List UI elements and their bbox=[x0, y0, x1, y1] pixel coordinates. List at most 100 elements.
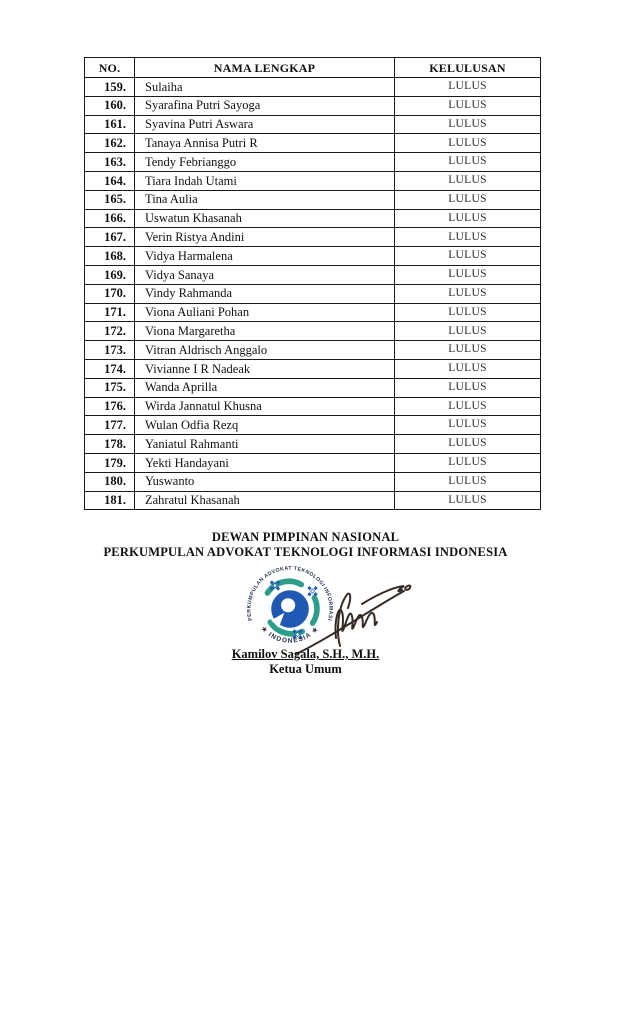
row-name: Vidya Harmalena bbox=[134, 246, 395, 266]
row-name: Tendy Febrianggo bbox=[134, 152, 395, 172]
row-status: LULUS bbox=[394, 152, 541, 172]
row-status: LULUS bbox=[394, 415, 541, 436]
table-header-row: NO. NAMA LENGKAP KELULUSAN bbox=[84, 57, 541, 78]
table-row: 180. Yuswanto LULUS bbox=[84, 471, 541, 492]
row-name: Wirda Jannatul Khusna bbox=[134, 396, 395, 417]
row-number: 175. bbox=[84, 377, 135, 398]
signer-title: Ketua Umum bbox=[269, 662, 342, 676]
row-status: LULUS bbox=[394, 77, 541, 97]
table-row: 165. Tina Aulia LULUS bbox=[84, 189, 541, 210]
table-row: 167. Verin Ristya Andini LULUS bbox=[84, 227, 541, 248]
table-row: 173. Vitran Aldrisch Anggalo LULUS bbox=[84, 340, 541, 360]
row-status: LULUS bbox=[394, 208, 541, 229]
org-title-line1: DEWAN PIMPINAN NASIONAL bbox=[211, 530, 400, 544]
row-name: Wanda Aprilla bbox=[134, 377, 395, 398]
row-number: 167. bbox=[84, 227, 135, 248]
row-name: Syavina Putri Aswara bbox=[134, 114, 395, 135]
table-row: 160. Syarafina Putri Sayoga LULUS bbox=[84, 95, 541, 116]
row-number: 160. bbox=[84, 95, 135, 116]
org-title-line2: PERKUMPULAN ADVOKAT TEKNOLOGI INFORMASI … bbox=[103, 545, 508, 559]
signer-name: Kamilov Sagala, S.H., M.H. bbox=[231, 647, 380, 661]
table-row: 164. Tiara Indah Utami LULUS bbox=[84, 170, 541, 191]
table-row: 170. Vindy Rahmanda LULUS bbox=[84, 283, 541, 304]
organization-seal: PERKUMPULAN ADVOKAT TEKNOLOGI INFORMASI … bbox=[243, 562, 337, 656]
row-name: Yuswanto bbox=[134, 471, 395, 492]
row-number: 178. bbox=[84, 434, 135, 454]
row-status: LULUS bbox=[394, 452, 541, 473]
row-status: LULUS bbox=[394, 302, 541, 323]
row-number: 159. bbox=[84, 77, 135, 97]
row-number: 170. bbox=[84, 283, 135, 304]
results-table: NO. NAMA LENGKAP KELULUSAN 159. Sulaiha … bbox=[84, 57, 541, 511]
row-number: 179. bbox=[84, 452, 135, 473]
table-row: 178. Yaniatul Rahmanti LULUS bbox=[84, 434, 541, 454]
table-row: 171. Viona Auliani Pohan LULUS bbox=[84, 302, 541, 323]
row-number: 169. bbox=[84, 264, 135, 285]
row-number: 163. bbox=[84, 152, 135, 172]
header-name: NAMA LENGKAP bbox=[134, 57, 395, 78]
row-name: Viona Auliani Pohan bbox=[134, 302, 395, 323]
row-name: Vindy Rahmanda bbox=[134, 283, 395, 304]
table-row: 161. Syavina Putri Aswara LULUS bbox=[84, 114, 541, 135]
row-status: LULUS bbox=[394, 471, 541, 492]
row-name: Tina Aulia bbox=[134, 189, 395, 210]
row-status: LULUS bbox=[394, 95, 541, 116]
row-status: LULUS bbox=[394, 396, 541, 417]
table-row: 168. Vidya Harmalena LULUS bbox=[84, 246, 541, 266]
row-number: 171. bbox=[84, 302, 135, 323]
table-row: 176. Wirda Jannatul Khusna LULUS bbox=[84, 396, 541, 417]
row-status: LULUS bbox=[394, 170, 541, 191]
row-status: LULUS bbox=[394, 490, 541, 511]
row-name: Vidya Sanaya bbox=[134, 264, 395, 285]
row-name: Yaniatul Rahmanti bbox=[134, 434, 395, 454]
row-name: Yekti Handayani bbox=[134, 452, 395, 473]
header-kelulusan: KELULUSAN bbox=[394, 57, 541, 78]
table-row: 172. Viona Margaretha LULUS bbox=[84, 321, 541, 342]
row-number: 177. bbox=[84, 415, 135, 436]
table-row: 169. Vidya Sanaya LULUS bbox=[84, 264, 541, 285]
table-row: 175. Wanda Aprilla LULUS bbox=[84, 377, 541, 398]
row-status: LULUS bbox=[394, 340, 541, 360]
row-name: Vitran Aldrisch Anggalo bbox=[134, 340, 395, 360]
row-name: Sulaiha bbox=[134, 77, 395, 97]
row-number: 174. bbox=[84, 358, 135, 379]
table-row: 163. Tendy Febrianggo LULUS bbox=[84, 152, 541, 172]
row-status: LULUS bbox=[394, 133, 541, 154]
row-number: 180. bbox=[84, 471, 135, 492]
row-name: Verin Ristya Andini bbox=[134, 227, 395, 248]
table-row: 166. Uswatun Khasanah LULUS bbox=[84, 208, 541, 229]
table-row: 181. Zahratul Khasanah LULUS bbox=[84, 490, 541, 511]
header-no: NO. bbox=[84, 57, 135, 78]
row-name: Zahratul Khasanah bbox=[134, 490, 395, 511]
row-name: Vivianne I R Nadeak bbox=[134, 358, 395, 379]
row-status: LULUS bbox=[394, 246, 541, 266]
table-body: 159. Sulaiha LULUS 160. Syarafina Putri … bbox=[84, 77, 541, 511]
row-status: LULUS bbox=[394, 434, 541, 454]
row-status: LULUS bbox=[394, 321, 541, 342]
row-number: 176. bbox=[84, 396, 135, 417]
table-row: 159. Sulaiha LULUS bbox=[84, 77, 541, 97]
row-status: LULUS bbox=[394, 377, 541, 398]
row-number: 173. bbox=[84, 340, 135, 360]
row-status: LULUS bbox=[394, 114, 541, 135]
table-row: 179. Yekti Handayani LULUS bbox=[84, 452, 541, 473]
row-number: 162. bbox=[84, 133, 135, 154]
row-name: Tiara Indah Utami bbox=[134, 170, 395, 191]
row-number: 168. bbox=[84, 246, 135, 266]
row-status: LULUS bbox=[394, 189, 541, 210]
row-status: LULUS bbox=[394, 283, 541, 304]
row-number: 161. bbox=[84, 114, 135, 135]
row-name: Syarafina Putri Sayoga bbox=[134, 95, 395, 116]
row-number: 166. bbox=[84, 208, 135, 229]
row-name: Viona Margaretha bbox=[134, 321, 395, 342]
seal-logo-icon: PERKUMPULAN ADVOKAT TEKNOLOGI INFORMASI … bbox=[243, 562, 337, 656]
row-name: Uswatun Khasanah bbox=[134, 208, 395, 229]
row-status: LULUS bbox=[394, 227, 541, 248]
table-row: 177. Wulan Odfia Rezq LULUS bbox=[84, 415, 541, 436]
row-number: 181. bbox=[84, 490, 135, 511]
row-status: LULUS bbox=[394, 264, 541, 285]
row-status: LULUS bbox=[394, 358, 541, 379]
table-row: 162. Tanaya Annisa Putri R LULUS bbox=[84, 133, 541, 154]
row-number: 165. bbox=[84, 189, 135, 210]
